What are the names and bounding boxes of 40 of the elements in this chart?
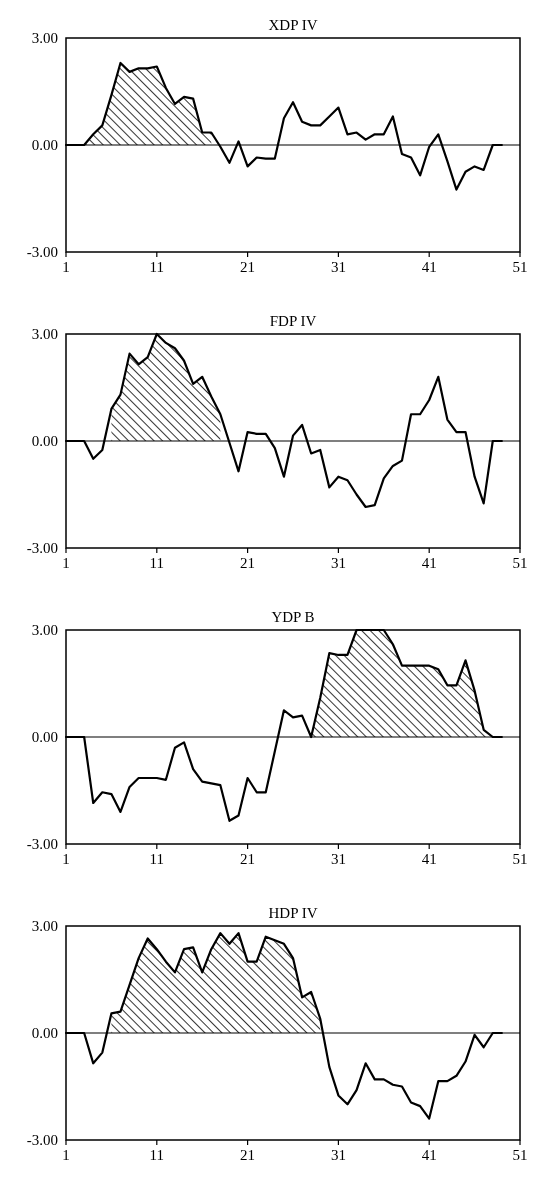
x-tick-label: 1 — [62, 1147, 70, 1163]
x-tick-label: 11 — [149, 555, 165, 571]
x-tick-label: 21 — [240, 555, 256, 571]
y-tick-label: 0.00 — [31, 137, 58, 154]
x-tick-label: 51 — [512, 851, 528, 867]
y-tick-label: -3.00 — [26, 1132, 58, 1149]
x-tick-label: 11 — [149, 1147, 165, 1163]
x-tick-label: 41 — [421, 259, 437, 275]
x-tick-label: 1 — [62, 851, 70, 867]
y-tick-label: 3.00 — [31, 30, 58, 47]
x-tick-label: 31 — [330, 555, 346, 571]
x-tick-label: 1 — [62, 555, 70, 571]
y-tick-label: 3.00 — [31, 326, 58, 343]
x-tick-label: 31 — [330, 851, 346, 867]
y-tick-label: 0.00 — [31, 433, 58, 450]
y-tick-label: 3.00 — [31, 622, 58, 639]
x-tick-label: 51 — [512, 259, 528, 275]
x-tick-label: 41 — [421, 851, 437, 867]
y-tick-label: 0.00 — [31, 729, 58, 746]
x-tick-label: 31 — [330, 259, 346, 275]
y-tick-label: -3.00 — [26, 540, 58, 557]
x-tick-label: 41 — [421, 1147, 437, 1163]
x-tick-label: 21 — [240, 1147, 256, 1163]
y-tick-label: 0.00 — [31, 1025, 58, 1042]
y-tick-label: -3.00 — [26, 244, 58, 261]
x-tick-label: 51 — [512, 1147, 528, 1163]
x-tick-label: 51 — [512, 555, 528, 571]
x-tick-label: 41 — [421, 555, 437, 571]
x-tick-label: 11 — [149, 259, 165, 275]
chart-title: HDP IV — [268, 905, 318, 921]
chart-title: FDP IV — [269, 313, 317, 329]
x-tick-label: 31 — [330, 1147, 346, 1163]
y-tick-label: 3.00 — [31, 918, 58, 935]
x-tick-label: 21 — [240, 259, 256, 275]
x-tick-label: 1 — [62, 259, 70, 275]
chart-title: YDP B — [271, 609, 315, 625]
y-tick-label: -3.00 — [26, 836, 58, 853]
chart-title: XDP IV — [268, 17, 318, 33]
x-tick-label: 11 — [149, 851, 165, 867]
x-tick-label: 21 — [240, 851, 256, 867]
